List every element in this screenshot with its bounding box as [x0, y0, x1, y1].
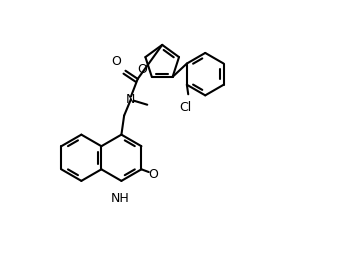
Text: O: O — [111, 55, 122, 68]
Text: N: N — [126, 93, 136, 106]
Text: NH: NH — [111, 192, 130, 205]
Text: O: O — [148, 168, 158, 181]
Text: Cl: Cl — [179, 101, 191, 114]
Text: O: O — [138, 63, 148, 76]
